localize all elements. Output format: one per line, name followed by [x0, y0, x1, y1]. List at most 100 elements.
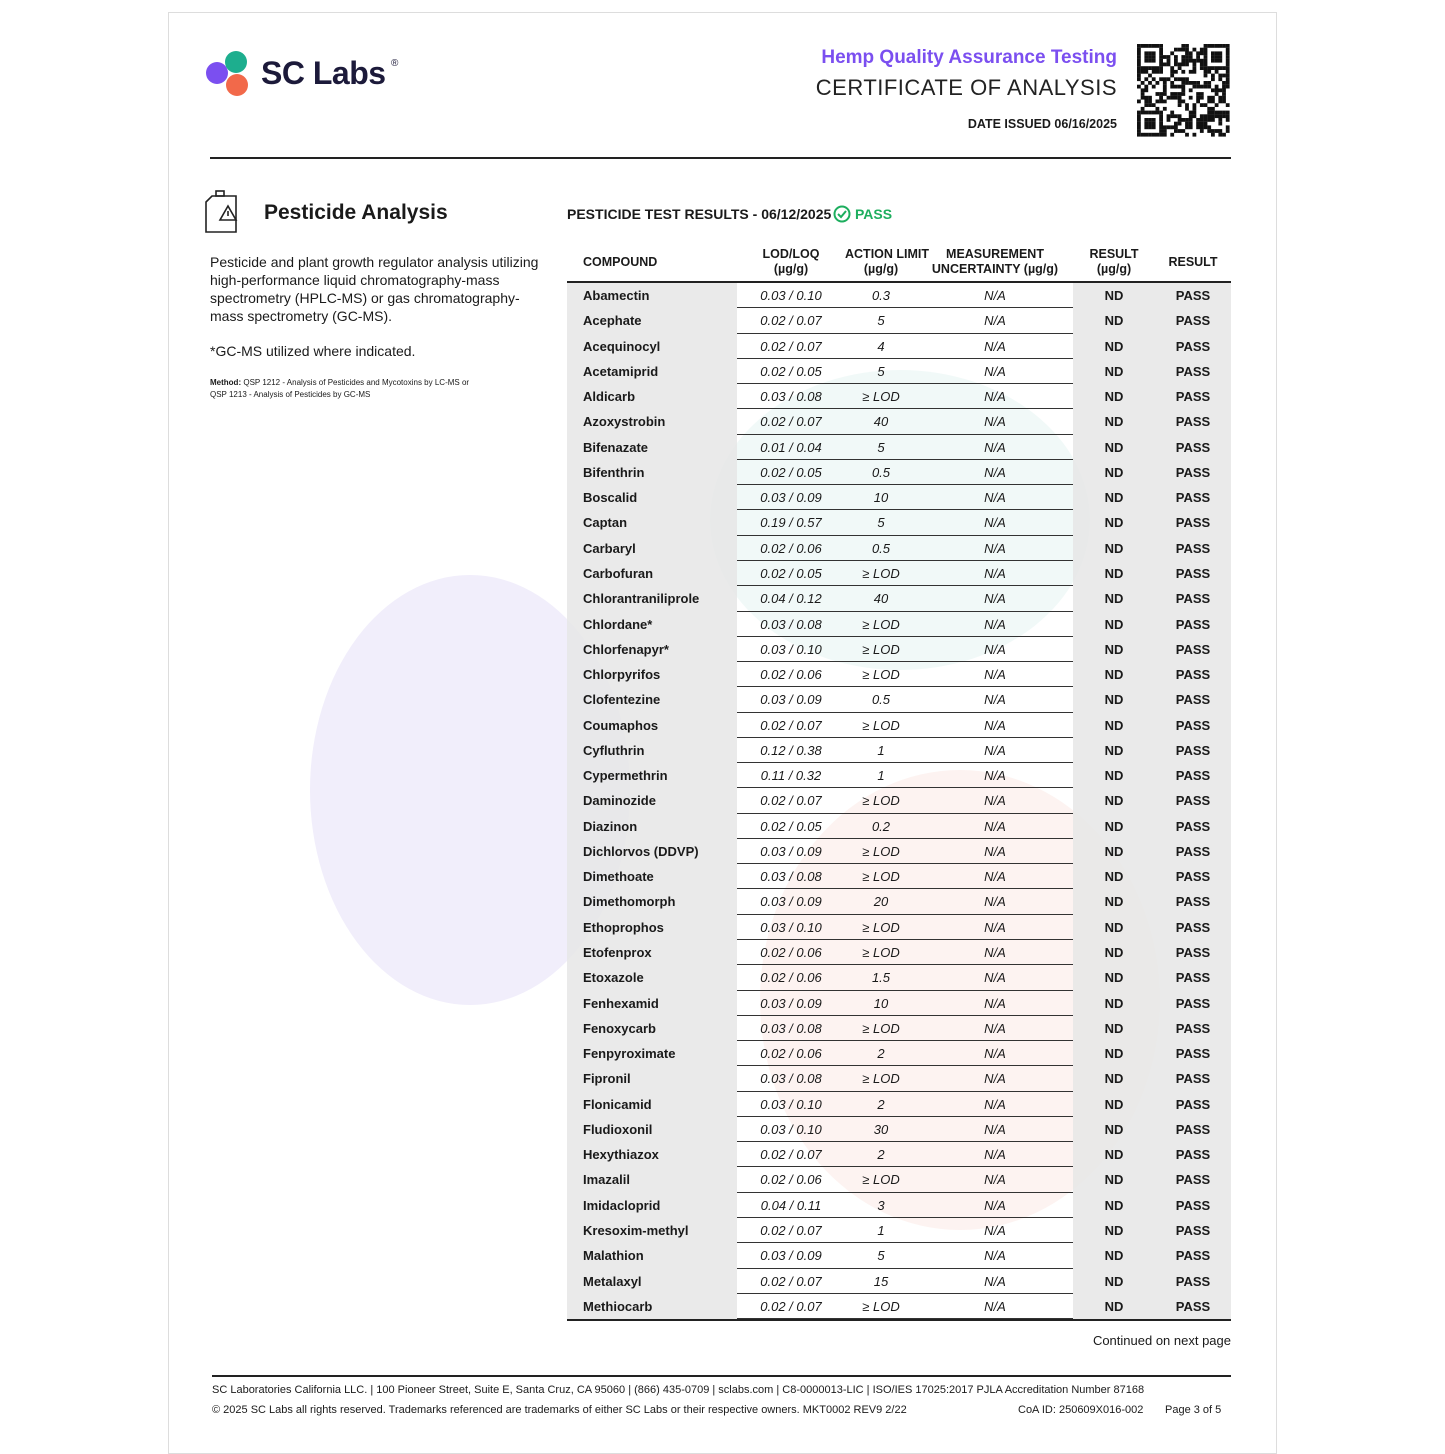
- column-header: COMPOUND: [583, 255, 753, 270]
- row-rule: [737, 1292, 1073, 1294]
- method-text: QSP 1212 - Analysis of Pesticides and My…: [210, 378, 470, 399]
- cell-value: ≥ LOD: [862, 945, 900, 961]
- cell-value: ND: [1104, 464, 1124, 480]
- row-rule: [737, 837, 1073, 839]
- cell-value: ND: [1104, 288, 1124, 303]
- compound-name: Fenpyroximate: [583, 1046, 676, 1062]
- cell-value: 0.03 / 0.09: [760, 995, 822, 1011]
- cell-value: 0.02 / 0.07: [760, 1273, 822, 1289]
- cell-value: N/A: [984, 288, 1006, 303]
- compound-name: Chlordane*: [583, 616, 653, 632]
- row-rule: [737, 1242, 1073, 1244]
- row-rule: [737, 534, 1073, 536]
- cell-value: N/A: [984, 818, 1006, 834]
- cell-value: 0.03 / 0.08: [760, 616, 822, 632]
- column-header-line: (µg/g): [863, 262, 899, 276]
- trademark: ®: [391, 58, 399, 69]
- cell-value: 10: [873, 995, 889, 1011]
- cell-value: PASS: [1175, 616, 1211, 632]
- cell-value: N/A: [984, 565, 1006, 581]
- cell-value: 0.02 / 0.05: [760, 363, 822, 379]
- row-rule: [737, 939, 1073, 941]
- cell-value: 0.03 / 0.08: [760, 1071, 822, 1087]
- qr-code: [1137, 44, 1230, 137]
- compound-name: Chlorfenapyr*: [583, 641, 669, 657]
- cell-value: N/A: [984, 1248, 1006, 1264]
- cell-value: 0.02 / 0.06: [760, 667, 822, 683]
- cell-value: 0.03 / 0.09: [760, 490, 822, 506]
- column-header-line: COMPOUND: [583, 255, 658, 269]
- compound-name: Boscalid: [583, 490, 638, 506]
- cell-value: N/A: [984, 1298, 1006, 1314]
- cell-value: 0.11 / 0.32: [760, 768, 822, 784]
- logo-dot: [225, 51, 247, 73]
- compound-name: Daminozide: [583, 793, 656, 809]
- result-bg: [1073, 283, 1231, 1320]
- cell-value: ND: [1104, 313, 1124, 329]
- cell-value: N/A: [984, 742, 1006, 758]
- cell-value: PASS: [1175, 1273, 1211, 1289]
- row-rule: [737, 1267, 1073, 1269]
- cell-value: 30: [873, 1121, 889, 1137]
- cell-value: 0.03 / 0.10: [760, 1096, 822, 1112]
- cell-value: ND: [1104, 717, 1124, 733]
- cell-value: N/A: [984, 945, 1006, 961]
- compound-name: Malathion: [583, 1248, 644, 1264]
- cell-value: PASS: [1175, 414, 1211, 430]
- cell-value: ND: [1104, 363, 1124, 379]
- cell-value: N/A: [984, 1222, 1006, 1238]
- cell-value: N/A: [984, 1172, 1006, 1188]
- cell-value: N/A: [984, 894, 1006, 910]
- cell-value: 0.2: [871, 818, 891, 834]
- cell-value: ND: [1104, 692, 1124, 708]
- compound-name: Dichlorvos (DDVP): [583, 843, 699, 859]
- cell-value: PASS: [1175, 995, 1211, 1011]
- compound-name: Dimethoate: [583, 869, 654, 885]
- cell-value: ND: [1104, 1222, 1124, 1238]
- cell-value: 5: [877, 313, 885, 329]
- method: Method: QSP 1212 - Analysis of Pesticide…: [210, 377, 475, 401]
- row-rule: [737, 585, 1073, 587]
- cell-value: ND: [1104, 793, 1124, 809]
- cell-value: PASS: [1175, 742, 1211, 758]
- compound-name: Acephate: [583, 313, 642, 329]
- cell-value: ≥ LOD: [862, 641, 900, 657]
- cell-value: 40: [873, 414, 889, 430]
- column-header-line: UNCERTAINTY (µg/g): [931, 262, 1059, 276]
- cell-value: ND: [1104, 1147, 1124, 1163]
- cell-value: N/A: [984, 869, 1006, 885]
- cell-value: ≥ LOD: [862, 869, 900, 885]
- cell-value: N/A: [984, 515, 1006, 531]
- cell-value: 0.5: [871, 692, 891, 708]
- cell-value: PASS: [1175, 641, 1211, 657]
- row-rule: [737, 307, 1073, 309]
- cell-value: PASS: [1175, 667, 1211, 683]
- cell-value: 0.03 / 0.09: [760, 843, 822, 859]
- cell-value: 5: [877, 1248, 885, 1264]
- cell-value: PASS: [1175, 793, 1211, 809]
- cell-value: N/A: [984, 919, 1006, 935]
- date-issued: DATE ISSUED 06/16/2025: [967, 117, 1117, 131]
- compound-name: Fenhexamid: [583, 995, 659, 1011]
- cell-value: ND: [1104, 1273, 1124, 1289]
- cell-value: 0.03 / 0.10: [760, 919, 822, 935]
- compound-name: Metalaxyl: [583, 1273, 642, 1289]
- row-rule: [737, 1014, 1073, 1016]
- bg-blob: [710, 370, 1090, 670]
- column-header-line: MEASUREMENT: [946, 247, 1044, 261]
- compound-name: Azoxystrobin: [583, 414, 666, 430]
- cell-value: ≥ LOD: [862, 1071, 900, 1087]
- cell-value: 0.01 / 0.04: [760, 439, 822, 455]
- cell-value: N/A: [984, 1197, 1006, 1213]
- cell-value: N/A: [984, 414, 1006, 430]
- cell-value: PASS: [1175, 1096, 1211, 1112]
- compound-name: Diazinon: [583, 818, 638, 834]
- cell-value: PASS: [1175, 338, 1211, 354]
- cell-value: ≥ LOD: [862, 667, 900, 683]
- cell-value: N/A: [984, 1147, 1006, 1163]
- compound-name: Fludioxonil: [583, 1121, 653, 1137]
- row-rule: [737, 913, 1073, 915]
- cell-value: 0.02 / 0.07: [760, 1147, 822, 1163]
- row-rule: [737, 964, 1073, 966]
